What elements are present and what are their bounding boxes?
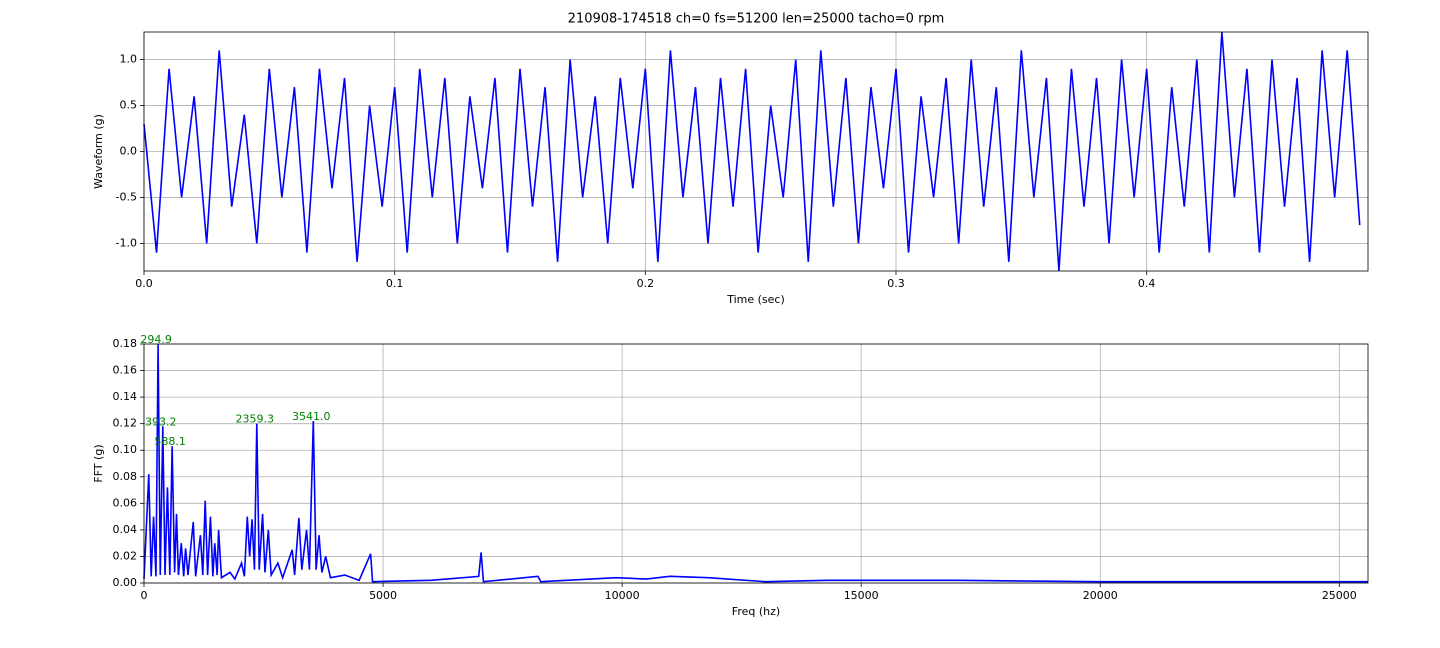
x-tick-label: 0 [141,589,148,602]
y-tick-label: -0.5 [116,190,137,203]
peak-annotation: 294.9 [140,333,172,346]
y-tick-label: 0.00 [113,576,138,589]
peak-annotation: 3541.0 [292,410,331,423]
x-tick-label: 0.3 [887,277,905,290]
y-tick-label: -1.0 [116,236,137,249]
x-tick-label: 0.1 [386,277,404,290]
y-tick-label: 0.16 [113,364,138,377]
y-tick-label: 0.0 [120,145,138,158]
axes-frame [143,31,1369,272]
y-axis-label: Waveform (g) [92,114,105,189]
y-tick-label: 0.5 [120,99,138,112]
data-line [143,343,1368,583]
x-axis-label: Freq (hz) [732,605,780,618]
x-tick-label: 5000 [369,589,397,602]
axes-frame [143,343,1369,584]
data-line [143,31,1361,272]
y-tick-label: 0.02 [113,549,138,562]
y-tick-label: 1.0 [120,53,138,66]
y-tick-label: 0.06 [113,496,138,509]
peak-annotation: 393.2 [145,415,177,428]
y-tick-label: 0.08 [113,470,138,483]
peak-annotation: 588.1 [154,435,186,448]
x-tick-label: 15000 [844,589,879,602]
x-tick-label: 10000 [605,589,640,602]
x-tick-label: 0.4 [1138,277,1156,290]
x-tick-label: 25000 [1322,589,1357,602]
x-tick-label: 0.0 [135,277,153,290]
chart-title: 210908-174518 ch=0 fs=51200 len=25000 ta… [568,12,945,27]
x-tick-label: 0.2 [637,277,655,290]
x-axis-label: Time (sec) [726,293,785,306]
y-tick-label: 0.18 [113,337,138,350]
y-tick-label: 0.14 [113,390,138,403]
y-tick-label: 0.04 [113,523,138,536]
x-tick-label: 20000 [1083,589,1118,602]
y-axis-label: FFT (g) [92,444,105,482]
peak-annotation: 2359.3 [236,413,275,426]
y-tick-label: 0.10 [113,443,138,456]
y-tick-label: 0.12 [113,417,138,430]
